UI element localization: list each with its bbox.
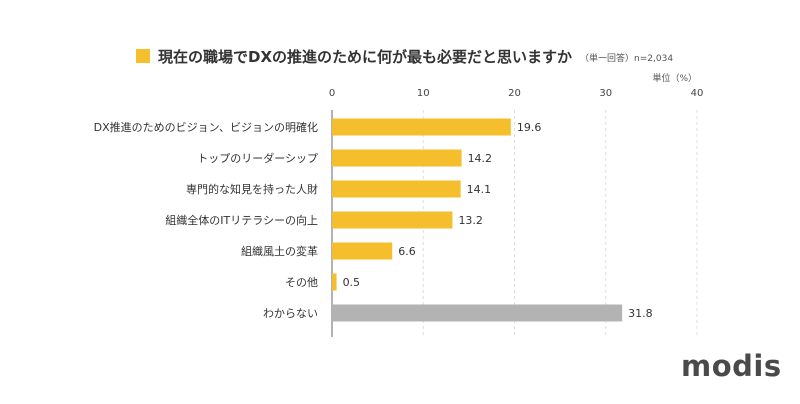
unit-label: 単位（%） xyxy=(652,72,697,84)
category-label: トップのリーダーシップ xyxy=(197,151,318,165)
bar xyxy=(332,273,337,291)
bar xyxy=(332,211,453,229)
tick-labels: 0 10 20 30 40 xyxy=(329,88,704,99)
x-tick-label: 20 xyxy=(508,88,521,99)
value-label: 19.6 xyxy=(517,121,542,134)
x-tick-label: 10 xyxy=(417,88,430,99)
category-label: その他 xyxy=(285,276,318,289)
value-label: 6.6 xyxy=(398,245,416,258)
bars xyxy=(332,118,623,322)
bar xyxy=(332,149,462,167)
x-tick-label: 40 xyxy=(691,88,704,99)
chart-subtitle: （単一回答）n=2,034 xyxy=(580,54,674,64)
value-label: 14.2 xyxy=(468,152,493,165)
title-marker-square xyxy=(136,49,150,63)
value-labels: 19.6 14.2 14.1 13.2 6.6 0.5 31.8 xyxy=(343,121,653,320)
category-labels: DX推進のためのビジョン、ビジョンの明確化トップのリーダーシップ専門的な知見を持… xyxy=(94,120,318,320)
chart-title: 現在の職場でDXの推進のために何が最も必要だと思いますか xyxy=(158,47,573,66)
x-tick-label: 30 xyxy=(599,88,612,99)
bar xyxy=(332,304,623,322)
category-label: 専門的な知見を持った人財 xyxy=(186,182,318,196)
bar xyxy=(332,118,511,136)
value-label: 14.1 xyxy=(467,183,492,196)
category-label: DX推進のためのビジョン、ビジョンの明確化 xyxy=(94,120,318,134)
modis-logo: modis xyxy=(681,349,782,383)
x-tick-label: 0 xyxy=(329,88,335,99)
value-label: 31.8 xyxy=(628,307,653,320)
bar xyxy=(332,242,393,260)
value-label: 13.2 xyxy=(458,214,483,227)
category-label: 組織風土の変革 xyxy=(241,244,318,258)
value-label: 0.5 xyxy=(343,276,361,289)
bar xyxy=(332,180,461,198)
category-label: 組織全体のITリテラシーの向上 xyxy=(165,213,318,227)
title-row: 現在の職場でDXの推進のために何が最も必要だと思いますか （単一回答）n=2,0… xyxy=(136,46,673,66)
category-label: わからない xyxy=(263,307,318,320)
